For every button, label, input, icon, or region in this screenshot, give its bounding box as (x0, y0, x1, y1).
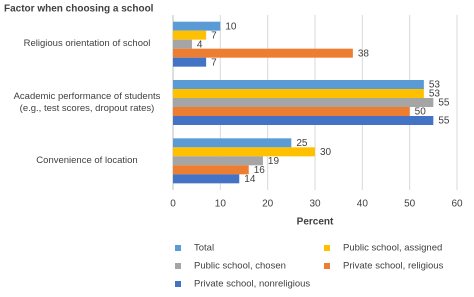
value-label: 19 (268, 156, 280, 167)
legend-marker (324, 245, 330, 251)
x-tick-label: 30 (309, 199, 321, 210)
legend-label: Total (194, 243, 214, 254)
value-label: 38 (358, 48, 370, 59)
bar (173, 57, 207, 67)
value-label: 30 (320, 147, 332, 158)
value-label: 55 (438, 116, 450, 127)
x-tick-label: 0 (170, 199, 176, 210)
x-axis-label: Percent (297, 217, 334, 228)
bar (173, 147, 315, 157)
y-tick-label: Convenience of location (36, 154, 138, 166)
x-tick-label: 60 (451, 199, 463, 210)
value-label: 7 (211, 57, 217, 68)
bar (173, 21, 221, 31)
value-label: 16 (254, 165, 266, 176)
bar (173, 89, 424, 98)
bar (173, 98, 434, 107)
bar (173, 80, 424, 89)
value-label: 4 (197, 39, 203, 50)
value-label: 53 (429, 80, 441, 91)
y-tick-label: Academic performance of students (e.g., … (13, 90, 161, 114)
legend-marker (175, 263, 181, 269)
bar (173, 39, 192, 49)
x-tick-label: 40 (357, 199, 369, 210)
bar (173, 116, 434, 125)
legend-label: Public school, chosen (194, 261, 286, 272)
value-label: 10 (225, 21, 237, 32)
bar (173, 30, 207, 40)
bar (173, 138, 292, 148)
bar (173, 156, 263, 166)
value-label: 53 (429, 89, 441, 100)
legend-label: Private school, nonreligious (194, 279, 310, 290)
x-tick-label: 10 (215, 199, 227, 210)
legend-marker (175, 245, 181, 251)
chart-title: Factor when choosing a school (4, 4, 154, 15)
legend-marker (324, 263, 330, 269)
legend-marker (175, 281, 181, 287)
value-label: 7 (211, 30, 217, 41)
x-tick-label: 20 (262, 199, 274, 210)
value-label: 55 (438, 98, 450, 109)
bar (173, 165, 249, 175)
y-tick-label: Religious orientation of school (23, 38, 151, 50)
bar (173, 48, 353, 58)
value-label: 50 (415, 107, 427, 118)
legend-label: Public school, assigned (343, 243, 442, 254)
value-label: 14 (244, 174, 256, 185)
legend-label: Private school, religious (343, 261, 444, 272)
bar (173, 174, 240, 184)
bar (173, 107, 410, 116)
x-tick-label: 50 (404, 199, 416, 210)
value-label: 25 (296, 138, 308, 149)
